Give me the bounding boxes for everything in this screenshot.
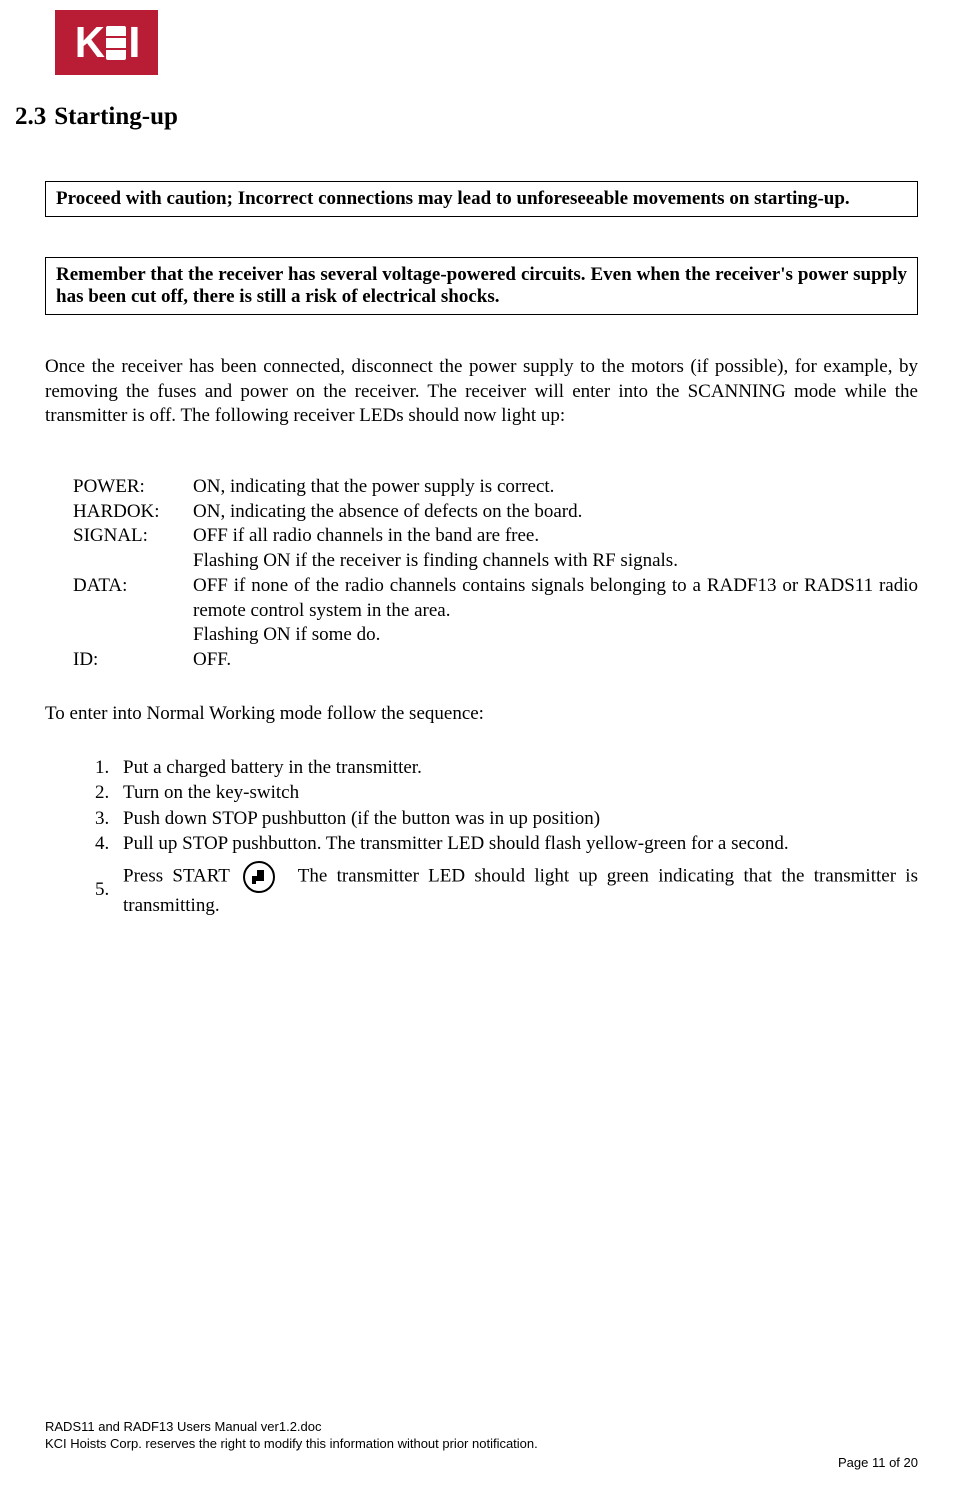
step5-pre: Press START (123, 865, 239, 886)
step-number: 1. (95, 755, 123, 781)
led-name: SIGNAL: (73, 525, 193, 547)
step-number: 4. (95, 831, 123, 857)
section-title-text: Starting-up (54, 103, 178, 130)
led-desc: ON, indicating that the power supply is … (193, 475, 918, 500)
step-text: Turn on the key-switch (123, 780, 918, 806)
step-item: 3.Push down STOP pushbutton (if the butt… (95, 806, 918, 832)
led-name: ID: (73, 649, 193, 671)
led-row: POWER:ON, indicating that the power supp… (73, 475, 918, 500)
footer-copyright: KCI Hoists Corp. reserves the right to m… (45, 1436, 918, 1453)
step-text: Pull up STOP pushbutton. The transmitter… (123, 831, 918, 857)
step-text: Put a charged battery in the transmitter… (123, 755, 918, 781)
step5-post: The transmitter LED should light up gree… (123, 865, 918, 916)
led-desc: OFF. (193, 648, 918, 673)
section-heading: 2.3 Starting-up (15, 103, 918, 131)
step-text: Press START The transmitter LED should l… (123, 861, 918, 919)
led-row: SIGNAL:OFF if all radio channels in the … (73, 524, 918, 549)
step-item: 2.Turn on the key-switch (95, 780, 918, 806)
led-name: POWER: (73, 476, 193, 498)
step-item: 1.Put a charged battery in the transmitt… (95, 755, 918, 781)
led-desc: ON, indicating the absence of defects on… (193, 500, 918, 525)
step-item: 4.Pull up STOP pushbutton. The transmitt… (95, 831, 918, 857)
led-desc: OFF if all radio channels in the band ar… (193, 524, 918, 549)
section-number: 2.3 (15, 103, 46, 130)
step-number: 2. (95, 780, 123, 806)
steps-list: 1.Put a charged battery in the transmitt… (95, 755, 918, 919)
footer-page-number: Page 11 of 20 (45, 1455, 918, 1472)
led-row: DATA:OFF if none of the radio channels c… (73, 574, 918, 623)
warning-box-1: Proceed with caution; Incorrect connecti… (45, 181, 918, 217)
company-logo: KI (55, 10, 158, 75)
step-text: Push down STOP pushbutton (if the button… (123, 806, 918, 832)
page-footer: RADS11 and RADF13 Users Manual ver1.2.do… (45, 1419, 918, 1472)
led-name: HARDOK: (73, 501, 193, 523)
led-desc: Flashing ON if some do. (193, 623, 918, 648)
sequence-intro: To enter into Normal Working mode follow… (45, 703, 918, 725)
warning-box-2: Remember that the receiver has several v… (45, 257, 918, 315)
intro-paragraph: Once the receiver has been connected, di… (45, 355, 918, 429)
led-name: DATA: (73, 575, 193, 597)
led-row: ID:OFF. (73, 648, 918, 673)
led-desc: OFF if none of the radio channels contai… (193, 574, 918, 623)
led-desc: Flashing ON if the receiver is finding c… (193, 549, 918, 574)
step-number: 3. (95, 806, 123, 832)
led-row: Flashing ON if the receiver is finding c… (73, 549, 918, 574)
led-status-table: POWER:ON, indicating that the power supp… (73, 475, 918, 673)
led-row: HARDOK:ON, indicating the absence of def… (73, 500, 918, 525)
footer-filename: RADS11 and RADF13 Users Manual ver1.2.do… (45, 1419, 918, 1436)
led-row: Flashing ON if some do. (73, 623, 918, 648)
step-number: 5. (95, 877, 123, 903)
start-button-icon (243, 861, 275, 893)
step-item: 5. Press START The transmitter LED shoul… (95, 861, 918, 919)
